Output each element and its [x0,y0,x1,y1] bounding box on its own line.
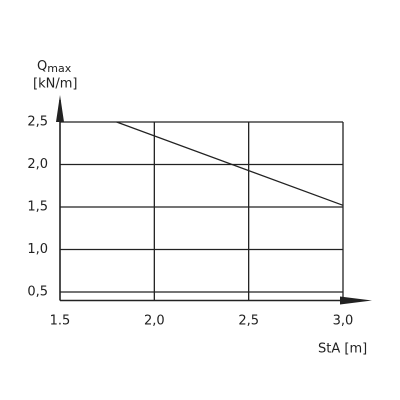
y-tick-label: 1,5 [27,200,48,215]
x-tick-label: 2,0 [144,314,165,329]
y-tick-label: 0,5 [27,285,48,300]
y-axis-arrow [56,95,64,122]
x-tick-label: 3,0 [333,314,354,329]
data-line [116,121,344,206]
y-tick-label: 1,0 [27,242,48,257]
y-axis-unit: [kN/m] [33,77,77,92]
y-axis-label: Qmax [37,59,72,76]
y-tick-label: 2,0 [27,157,48,172]
x-axis-arrow [340,296,372,305]
x-tick-label: 1.5 [50,314,71,329]
x-axis-label: StA [m] [318,342,367,357]
x-tick-label: 2,5 [238,314,259,329]
y-tick-label: 2,5 [27,115,48,130]
